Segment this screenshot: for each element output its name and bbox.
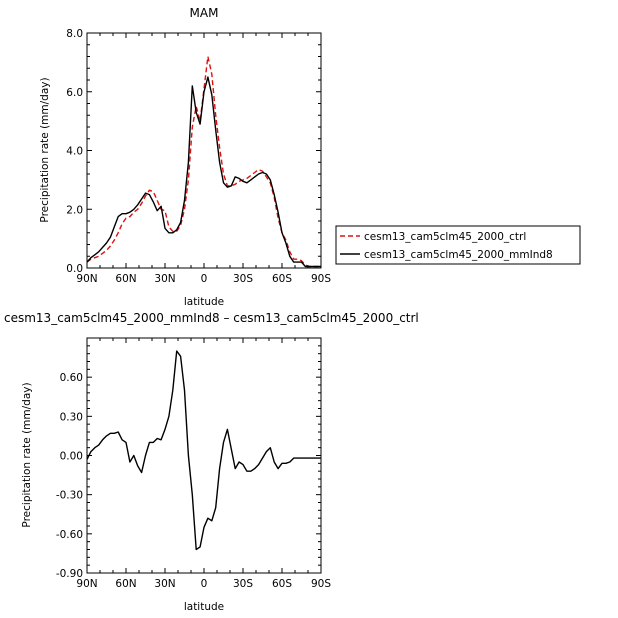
bottom-plot-area: 90N 60N 30N 0 30S 60S 90S -0.90 -0.60 -0.30 0.00 0.…	[56, 337, 331, 590]
series-line-0-1	[86, 76, 321, 268]
x-tick-label: 30N	[154, 578, 175, 590]
y-tick-label: 0.00	[60, 451, 83, 463]
top-panel: MAM 90N 60N 30N 0 30S 60S 90S 0.0 2.0 4.0 6.0 8.0 l…	[39, 6, 581, 308]
plot-frame	[86, 32, 322, 269]
series-line-1-0	[86, 350, 321, 551]
y-tick-label: 0.0	[66, 263, 83, 275]
x-tick-label: 60S	[272, 273, 292, 285]
top-x-axis-label: latitude	[184, 296, 224, 308]
plot-frame	[86, 337, 322, 574]
x-tick-label: 0	[201, 273, 208, 285]
y-tick-label: -0.90	[56, 568, 83, 580]
x-tick-label: 90S	[311, 273, 331, 285]
legend-label-ctrl: cesm13_cam5clm45_2000_ctrl	[364, 231, 526, 243]
x-tick-label: 90N	[76, 273, 97, 285]
x-tick-label: 60N	[115, 578, 136, 590]
y-tick-label: 4.0	[66, 146, 83, 158]
x-tick-label: 90S	[311, 578, 331, 590]
bottom-x-axis-label: latitude	[184, 601, 224, 613]
legend-box	[335, 225, 581, 265]
y-tick-label: 2.0	[66, 204, 83, 216]
bottom-panel: cesm13_cam5clm45_2000_mmInd8 – cesm13_ca…	[4, 311, 419, 613]
y-tick-label: 0.30	[60, 411, 83, 423]
x-tick-label: 0	[201, 578, 208, 590]
x-tick-label: 30S	[233, 578, 253, 590]
y-tick-label: -0.60	[56, 529, 83, 541]
x-tick-label: 60N	[115, 273, 136, 285]
x-tick-label: 90N	[76, 578, 97, 590]
legend: cesm13_cam5clm45_2000_ctrl cesm13_cam5cl…	[335, 225, 581, 265]
top-plot-area: 90N 60N 30N 0 30S 60S 90S 0.0 2.0 4.0 6.0 8.0	[66, 28, 331, 285]
x-tick-label: 30S	[233, 273, 253, 285]
x-tick-label: 60S	[272, 578, 292, 590]
top-chart-title: MAM	[190, 6, 219, 20]
y-tick-label: -0.30	[56, 490, 83, 502]
y-tick-label: 0.60	[60, 372, 83, 384]
series-line-0-0	[86, 55, 321, 268]
legend-label-mmind8: cesm13_cam5clm45_2000_mmInd8	[364, 249, 553, 261]
x-tick-label: 30N	[154, 273, 175, 285]
bottom-y-axis-label: Precipitation rate (mm/day)	[21, 382, 33, 527]
top-y-axis-label: Precipitation rate (mm/day)	[39, 77, 51, 222]
y-tick-label: 6.0	[66, 87, 83, 99]
y-tick-label: 8.0	[66, 28, 83, 40]
bottom-chart-title: cesm13_cam5clm45_2000_mmInd8 – cesm13_ca…	[4, 311, 419, 325]
